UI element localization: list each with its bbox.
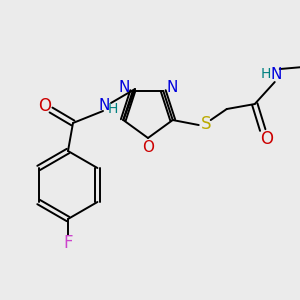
Text: S: S — [200, 115, 211, 133]
Text: O: O — [38, 97, 52, 115]
Text: N: N — [118, 80, 129, 95]
Text: N: N — [270, 67, 281, 82]
Text: O: O — [142, 140, 154, 154]
Text: H: H — [108, 102, 118, 116]
Text: F: F — [63, 234, 73, 252]
Text: H: H — [260, 67, 271, 81]
Text: N: N — [167, 80, 178, 95]
Text: O: O — [260, 130, 273, 148]
Text: N: N — [98, 98, 110, 112]
